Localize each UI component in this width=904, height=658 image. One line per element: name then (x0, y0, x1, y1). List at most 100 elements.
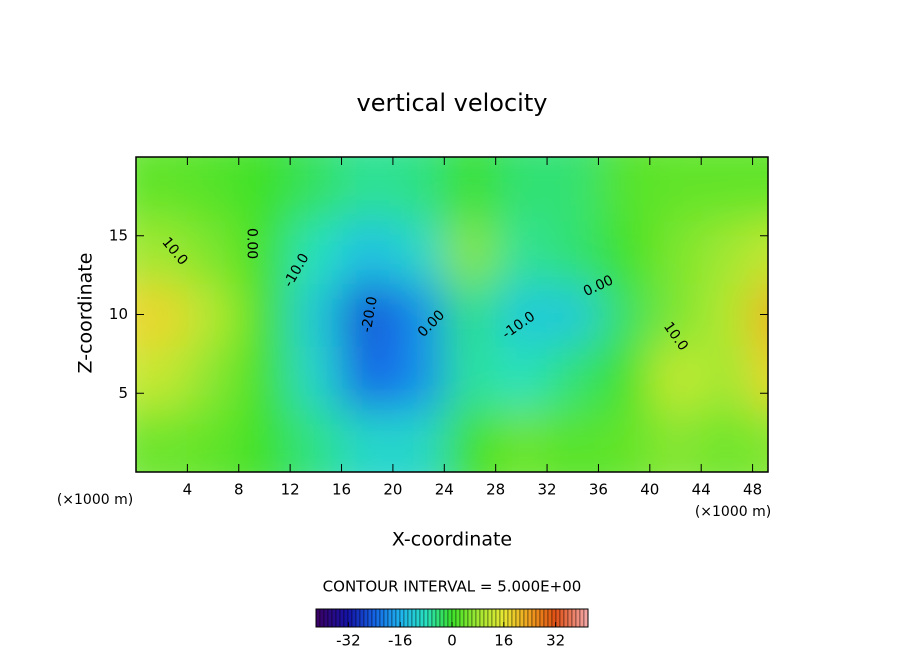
field-cell (598, 283, 651, 347)
colorbar-swatch (571, 608, 577, 628)
y-tick-label: 10 (109, 305, 128, 323)
colorbar-swatch (439, 608, 445, 628)
field-cell (392, 283, 446, 347)
colorbar-tick-label: -32 (336, 632, 361, 650)
field-cell (136, 283, 189, 347)
colorbar-swatch (391, 608, 397, 628)
colorbar-swatch (511, 608, 517, 628)
field (136, 157, 768, 472)
y-tick-label: 5 (118, 384, 128, 402)
colorbar-swatch (539, 608, 545, 628)
x-tick-label: 48 (743, 481, 762, 499)
colorbar-swatch (503, 608, 509, 628)
field-cell (392, 220, 446, 284)
colorbar-swatch (559, 608, 565, 628)
x-tick-label: 24 (435, 481, 454, 499)
colorbar-swatch (463, 608, 469, 628)
field-cell (547, 346, 600, 410)
colorbar-swatch (371, 608, 377, 628)
chart-title: vertical velocity (357, 89, 548, 117)
y-unit: (×1000 m) (57, 492, 133, 508)
field-cell (701, 220, 754, 284)
colorbar-swatch (339, 608, 345, 628)
field-cell (495, 220, 549, 284)
colorbar-tick-label: 32 (546, 632, 565, 650)
colorbar-swatch (531, 608, 537, 628)
field-cell (187, 283, 240, 347)
field-cell (187, 220, 240, 284)
colorbar-swatch (547, 608, 553, 628)
colorbar-swatch (375, 608, 381, 628)
colorbar-swatch (479, 608, 485, 628)
field-cell (187, 409, 240, 472)
colorbar-swatch (467, 608, 473, 628)
colorbar-swatch (407, 608, 413, 628)
colorbar-swatch (379, 608, 385, 628)
contour-interval: CONTOUR INTERVAL = 5.000E+00 (323, 578, 582, 596)
colorbar-swatch (383, 608, 389, 628)
colorbar-swatch (343, 608, 349, 628)
field-cell (238, 409, 292, 472)
field-cell (547, 409, 600, 472)
field-cell (547, 220, 600, 284)
field-cell (136, 346, 189, 410)
field-cell (444, 409, 497, 472)
field-cell (598, 409, 651, 472)
colorbar-swatch (495, 608, 501, 628)
colorbar-swatch (395, 608, 401, 628)
field-cell (444, 220, 497, 284)
x-unit: (×1000 m) (695, 504, 771, 520)
field-cell (290, 157, 343, 221)
field-cell (238, 346, 292, 410)
field-cell (238, 283, 292, 347)
field-cell (238, 157, 292, 221)
field-cell (649, 220, 703, 284)
field-cell (392, 157, 446, 221)
x-tick-label: 36 (589, 481, 608, 499)
colorbar-swatch (567, 608, 573, 628)
field-cell (187, 157, 240, 221)
field-cell (649, 409, 703, 472)
colorbar-swatch (435, 608, 441, 628)
field-cell (444, 157, 497, 221)
field-cell (495, 409, 549, 472)
colorbar-swatch (367, 608, 373, 628)
field-cell (701, 346, 754, 410)
field-cell (701, 283, 754, 347)
colorbar-swatch (487, 608, 493, 628)
field-cell (701, 409, 754, 472)
field-cell (136, 220, 189, 284)
field-cell (598, 346, 651, 410)
colorbar-swatch (515, 608, 521, 628)
colorbar-swatch (475, 608, 481, 628)
colorbar-swatch (447, 608, 453, 628)
x-tick-label: 28 (486, 481, 505, 499)
field-cells (136, 157, 768, 472)
colorbar-swatch (355, 608, 361, 628)
field-cell (495, 283, 549, 347)
field-cell (649, 157, 703, 221)
field-cell (547, 157, 600, 221)
colorbar-swatch (419, 608, 425, 628)
field-cell (495, 157, 549, 221)
colorbar-swatch (455, 608, 461, 628)
contour-label: -20.0 (359, 295, 381, 333)
colorbar-swatch (415, 608, 421, 628)
field-cell (444, 283, 497, 347)
y-tick-label: 15 (109, 226, 128, 244)
x-tick-label: 12 (281, 481, 300, 499)
field-cell (392, 346, 446, 410)
field-cell (598, 220, 651, 284)
field-cell (187, 346, 240, 410)
field-cell (290, 283, 343, 347)
x-tick-label: 20 (383, 481, 402, 499)
y-axis-label: Z-coordinate (75, 253, 97, 374)
colorbar-swatch (411, 608, 417, 628)
colorbar-swatch (535, 608, 541, 628)
field-cell (341, 157, 394, 221)
colorbar-swatch (323, 608, 329, 628)
colorbar-swatch (443, 608, 449, 628)
field-cell (752, 220, 768, 284)
colorbar-tick-label: 16 (494, 632, 513, 650)
